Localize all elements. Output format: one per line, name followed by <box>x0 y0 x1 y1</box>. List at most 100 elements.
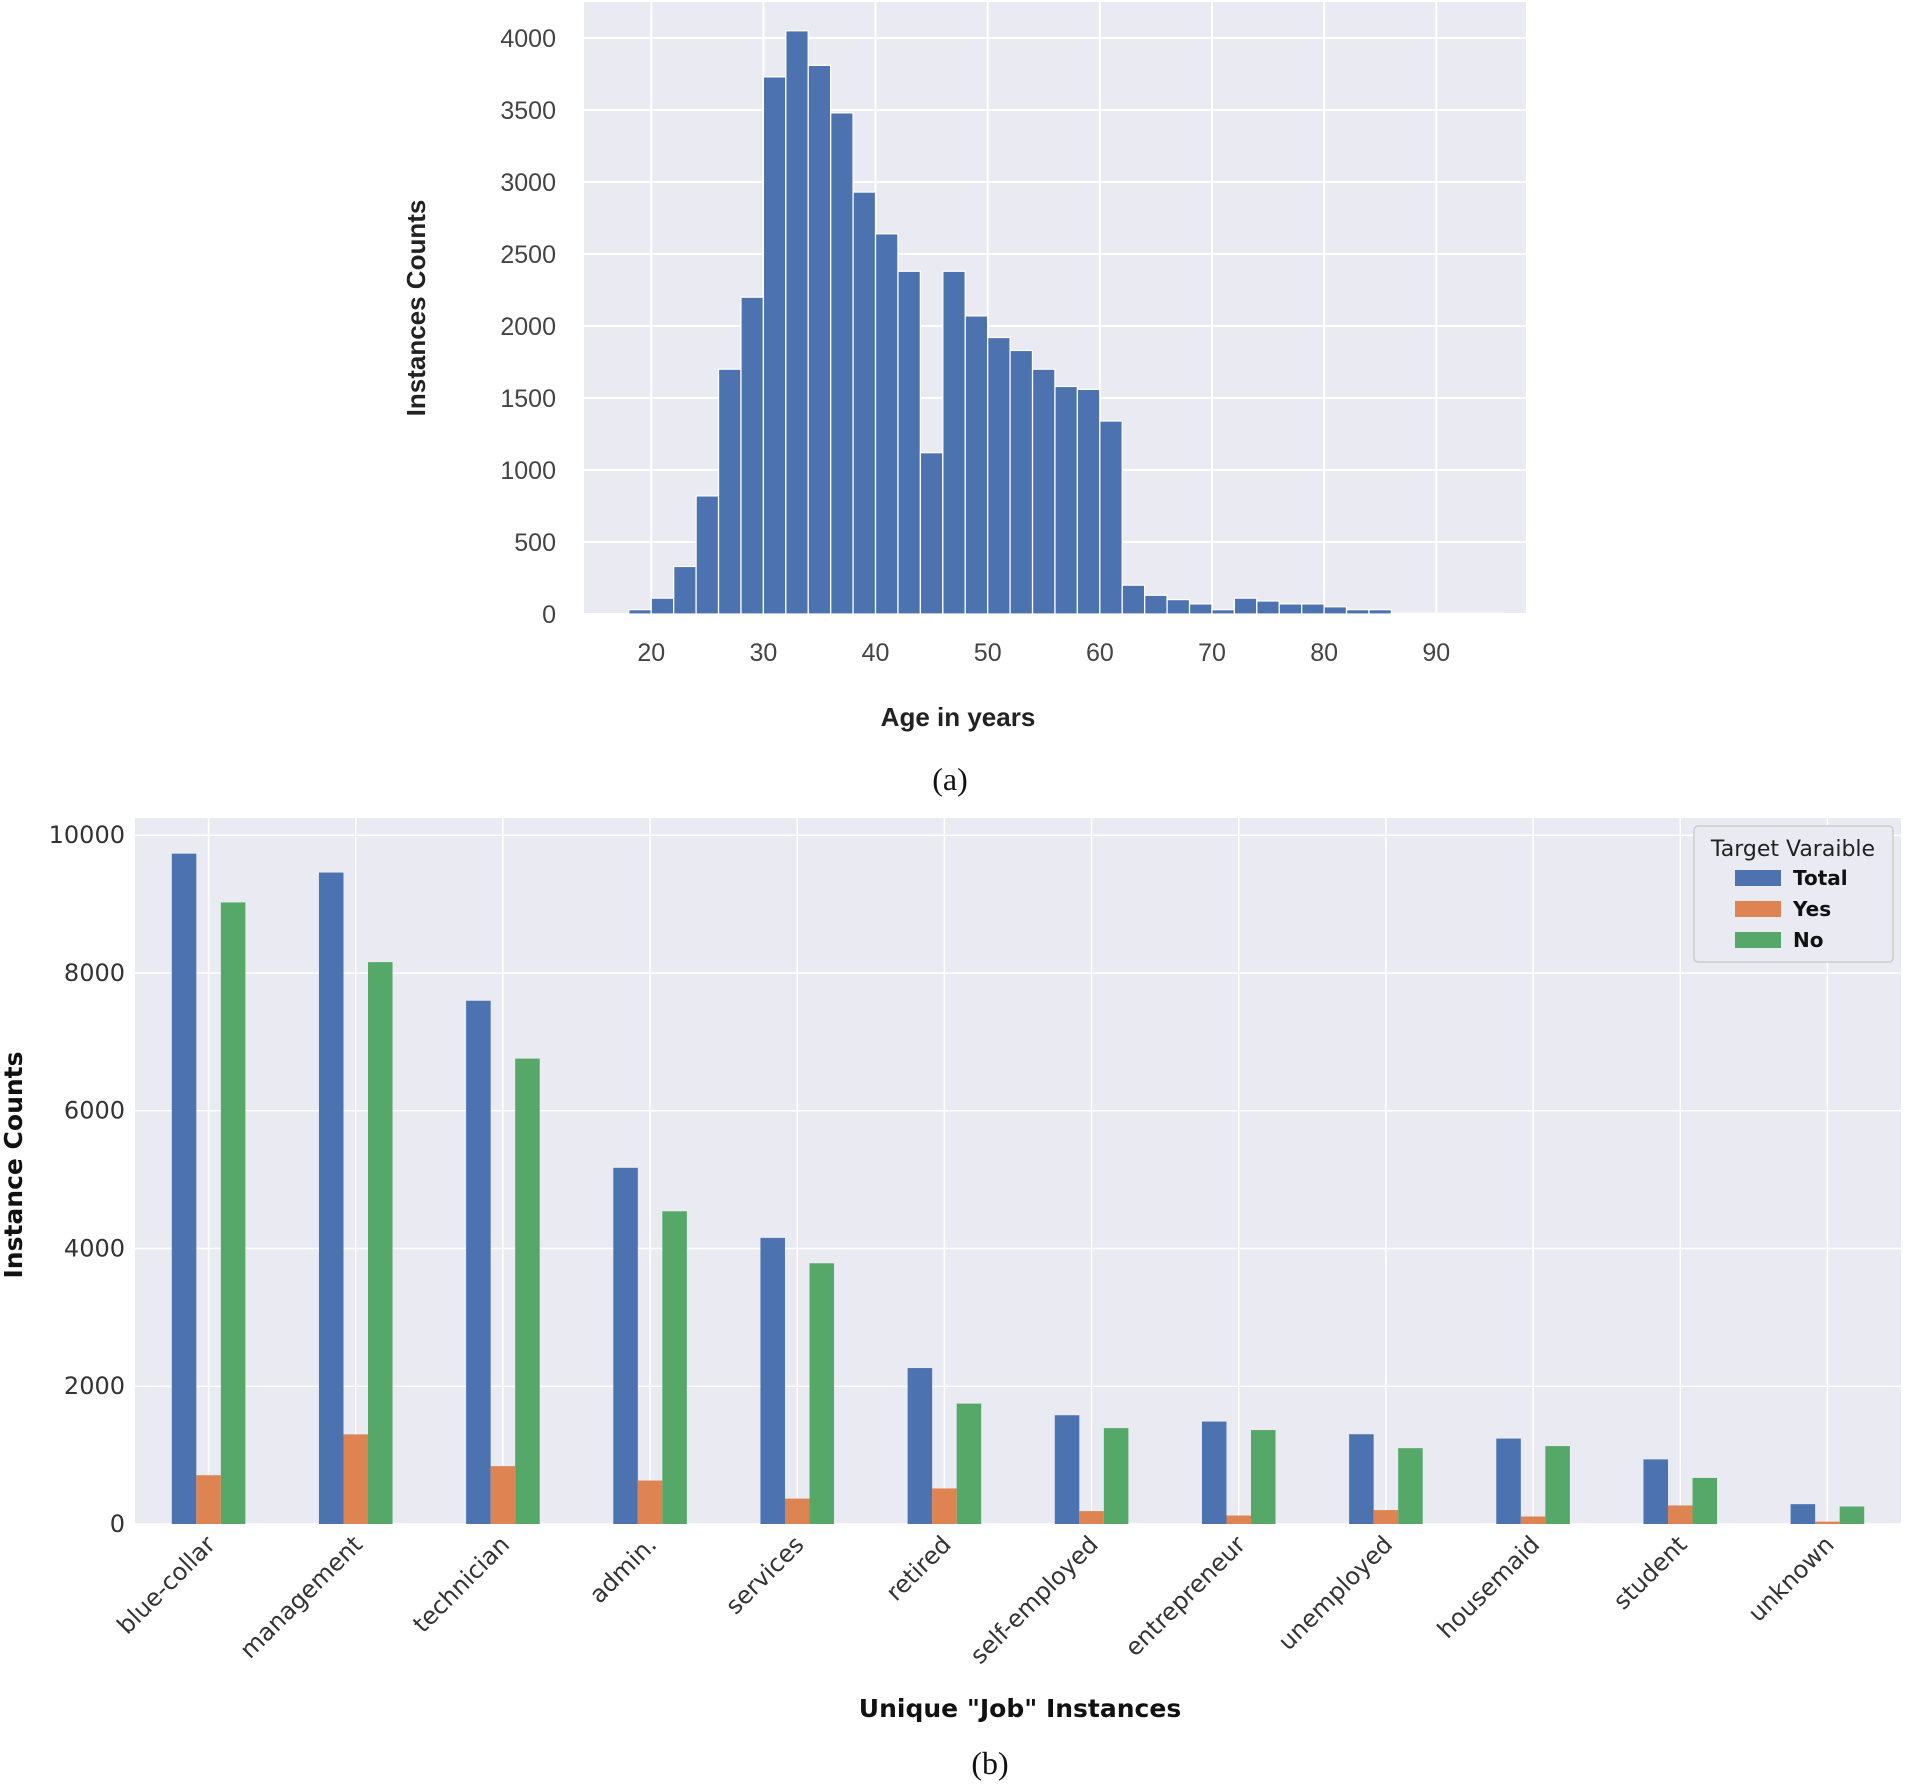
bar-yes <box>1226 1515 1252 1524</box>
chart-b-y-tick-label: 8000 <box>64 959 125 987</box>
chart-a-x-tick-label: 20 <box>637 639 665 667</box>
histogram-bar <box>1076 388 1101 615</box>
bar-no <box>1251 1430 1276 1524</box>
chart-b-x-tick-label: retired <box>881 1530 957 1606</box>
chart-a-y-tick-label: 3000 <box>500 169 556 197</box>
bar-total <box>1790 1504 1816 1524</box>
histogram-bar <box>897 270 921 615</box>
chart-b-caption: (b) <box>971 1745 1008 1781</box>
chart-b-x-tick-label: housemaid <box>1432 1530 1545 1643</box>
chart-a-x-axis-title: Age in years <box>881 702 1036 732</box>
bar-no <box>1545 1446 1570 1524</box>
chart-a-y-tick-label: 2000 <box>500 313 556 341</box>
bar-yes <box>1520 1516 1546 1524</box>
chart-b-y-tick-label: 10000 <box>49 821 125 849</box>
bar-no <box>809 1263 835 1524</box>
bar-no <box>1398 1448 1423 1524</box>
chart-b-x-tick-label: blue-collar <box>112 1530 221 1639</box>
histogram-bar <box>1256 600 1280 615</box>
chart-b-y-tick-label: 6000 <box>64 1097 125 1125</box>
histogram-bar <box>1390 612 1415 615</box>
bar-yes <box>196 1475 221 1524</box>
chart-a-x-tick-label: 30 <box>750 639 778 667</box>
legend-swatch-no <box>1735 932 1781 948</box>
bar-yes <box>343 1434 369 1524</box>
bar-no <box>220 902 246 1524</box>
chart-b-legend: Target Varaible Total Yes No <box>1693 825 1894 963</box>
bar-yes <box>1815 1521 1840 1524</box>
histogram-bar <box>1233 597 1258 615</box>
histogram-bar <box>1480 612 1505 615</box>
chart-b-x-tick-label: self-employed <box>965 1530 1104 1669</box>
chart-b-y-axis-title: Instance Counts <box>0 1051 28 1278</box>
bar-total <box>1201 1421 1227 1524</box>
chart-a-x-tick-label: 80 <box>1310 639 1338 667</box>
chart-a-x-tick-label: 90 <box>1422 639 1450 667</box>
histogram-bar <box>874 233 899 615</box>
histogram-bar <box>1188 603 1213 615</box>
histogram-bar <box>1099 420 1123 615</box>
legend-label-no: No <box>1793 928 1823 952</box>
histogram-bar <box>807 64 832 615</box>
bar-total <box>1643 1459 1668 1524</box>
chart-a-y-tick-label: 500 <box>514 529 556 557</box>
legend-label-yes: Yes <box>1792 897 1831 921</box>
bar-no <box>662 1211 687 1524</box>
bar-no <box>1839 1506 1865 1524</box>
bar-no <box>956 1403 982 1524</box>
histogram-bar <box>650 597 675 615</box>
legend-swatch-yes <box>1735 901 1781 917</box>
bar-yes <box>637 1480 663 1524</box>
histogram-bar <box>919 452 944 615</box>
bar-yes <box>932 1488 957 1524</box>
chart-a-y-axis-title: Instances Counts <box>401 200 431 417</box>
legend-swatch-total <box>1735 870 1781 886</box>
histogram-bar <box>1323 606 1348 615</box>
histogram-bar <box>964 315 989 615</box>
histogram-bar <box>628 609 652 615</box>
histogram-bar <box>1278 603 1303 615</box>
histogram-bar <box>1211 609 1235 615</box>
histogram-bar <box>1121 584 1146 615</box>
histogram-bar <box>852 191 877 615</box>
bar-total <box>1054 1415 1080 1524</box>
histogram-bar <box>762 76 787 615</box>
bar-yes <box>784 1498 810 1524</box>
chart-b-x-axis-title: Unique "Job" Instances <box>859 1694 1181 1723</box>
chart-b-y-tick-label: 2000 <box>64 1372 125 1400</box>
bar-no <box>515 1058 540 1524</box>
histogram-bar <box>1368 609 1392 615</box>
legend-title: Target Varaible <box>1710 837 1875 862</box>
histogram-bar <box>1031 368 1056 615</box>
chart-b-y-tick-label: 4000 <box>64 1234 125 1262</box>
histogram-bar <box>1009 349 1034 615</box>
histogram-bar <box>1144 594 1168 615</box>
chart-b-x-tick-label: admin. <box>584 1530 662 1608</box>
bar-yes <box>1079 1511 1104 1524</box>
histogram-bar <box>1301 603 1325 615</box>
chart-b-y-tick-label: 0 <box>110 1510 125 1538</box>
histogram-bar <box>987 336 1011 615</box>
histogram-bar <box>830 112 854 615</box>
chart-a-y-tick-label: 0 <box>542 601 556 629</box>
chart-a-caption: (a) <box>932 761 968 797</box>
chart-b-x-tick-label: unemployed <box>1273 1530 1398 1655</box>
chart-b-x-tick-label: student <box>1608 1530 1693 1615</box>
chart-a-x-tick-label: 40 <box>862 639 890 667</box>
chart-b-x-tick-label: technician <box>408 1530 516 1638</box>
chart-b-x-tick-label: services <box>720 1530 809 1619</box>
chart-a: 0 500 1000 1500 2000 2500 3000 3500 4000 20 30 40 5… <box>401 2 1526 797</box>
histogram-bar <box>1458 612 1482 615</box>
legend-box <box>1693 825 1894 963</box>
bar-no <box>1103 1428 1129 1524</box>
legend-label-total: Total <box>1793 866 1848 890</box>
chart-a-x-tick-label: 70 <box>1198 639 1226 667</box>
histogram-bar <box>1345 609 1370 615</box>
bar-total <box>907 1368 933 1524</box>
bar-total <box>318 872 344 1524</box>
bar-total <box>466 1000 491 1524</box>
histogram-bar <box>1054 385 1078 615</box>
chart-a-y-tick-label: 1000 <box>500 457 556 485</box>
bar-total <box>171 853 197 1524</box>
chart-a-y-tick-label: 2500 <box>500 241 556 269</box>
